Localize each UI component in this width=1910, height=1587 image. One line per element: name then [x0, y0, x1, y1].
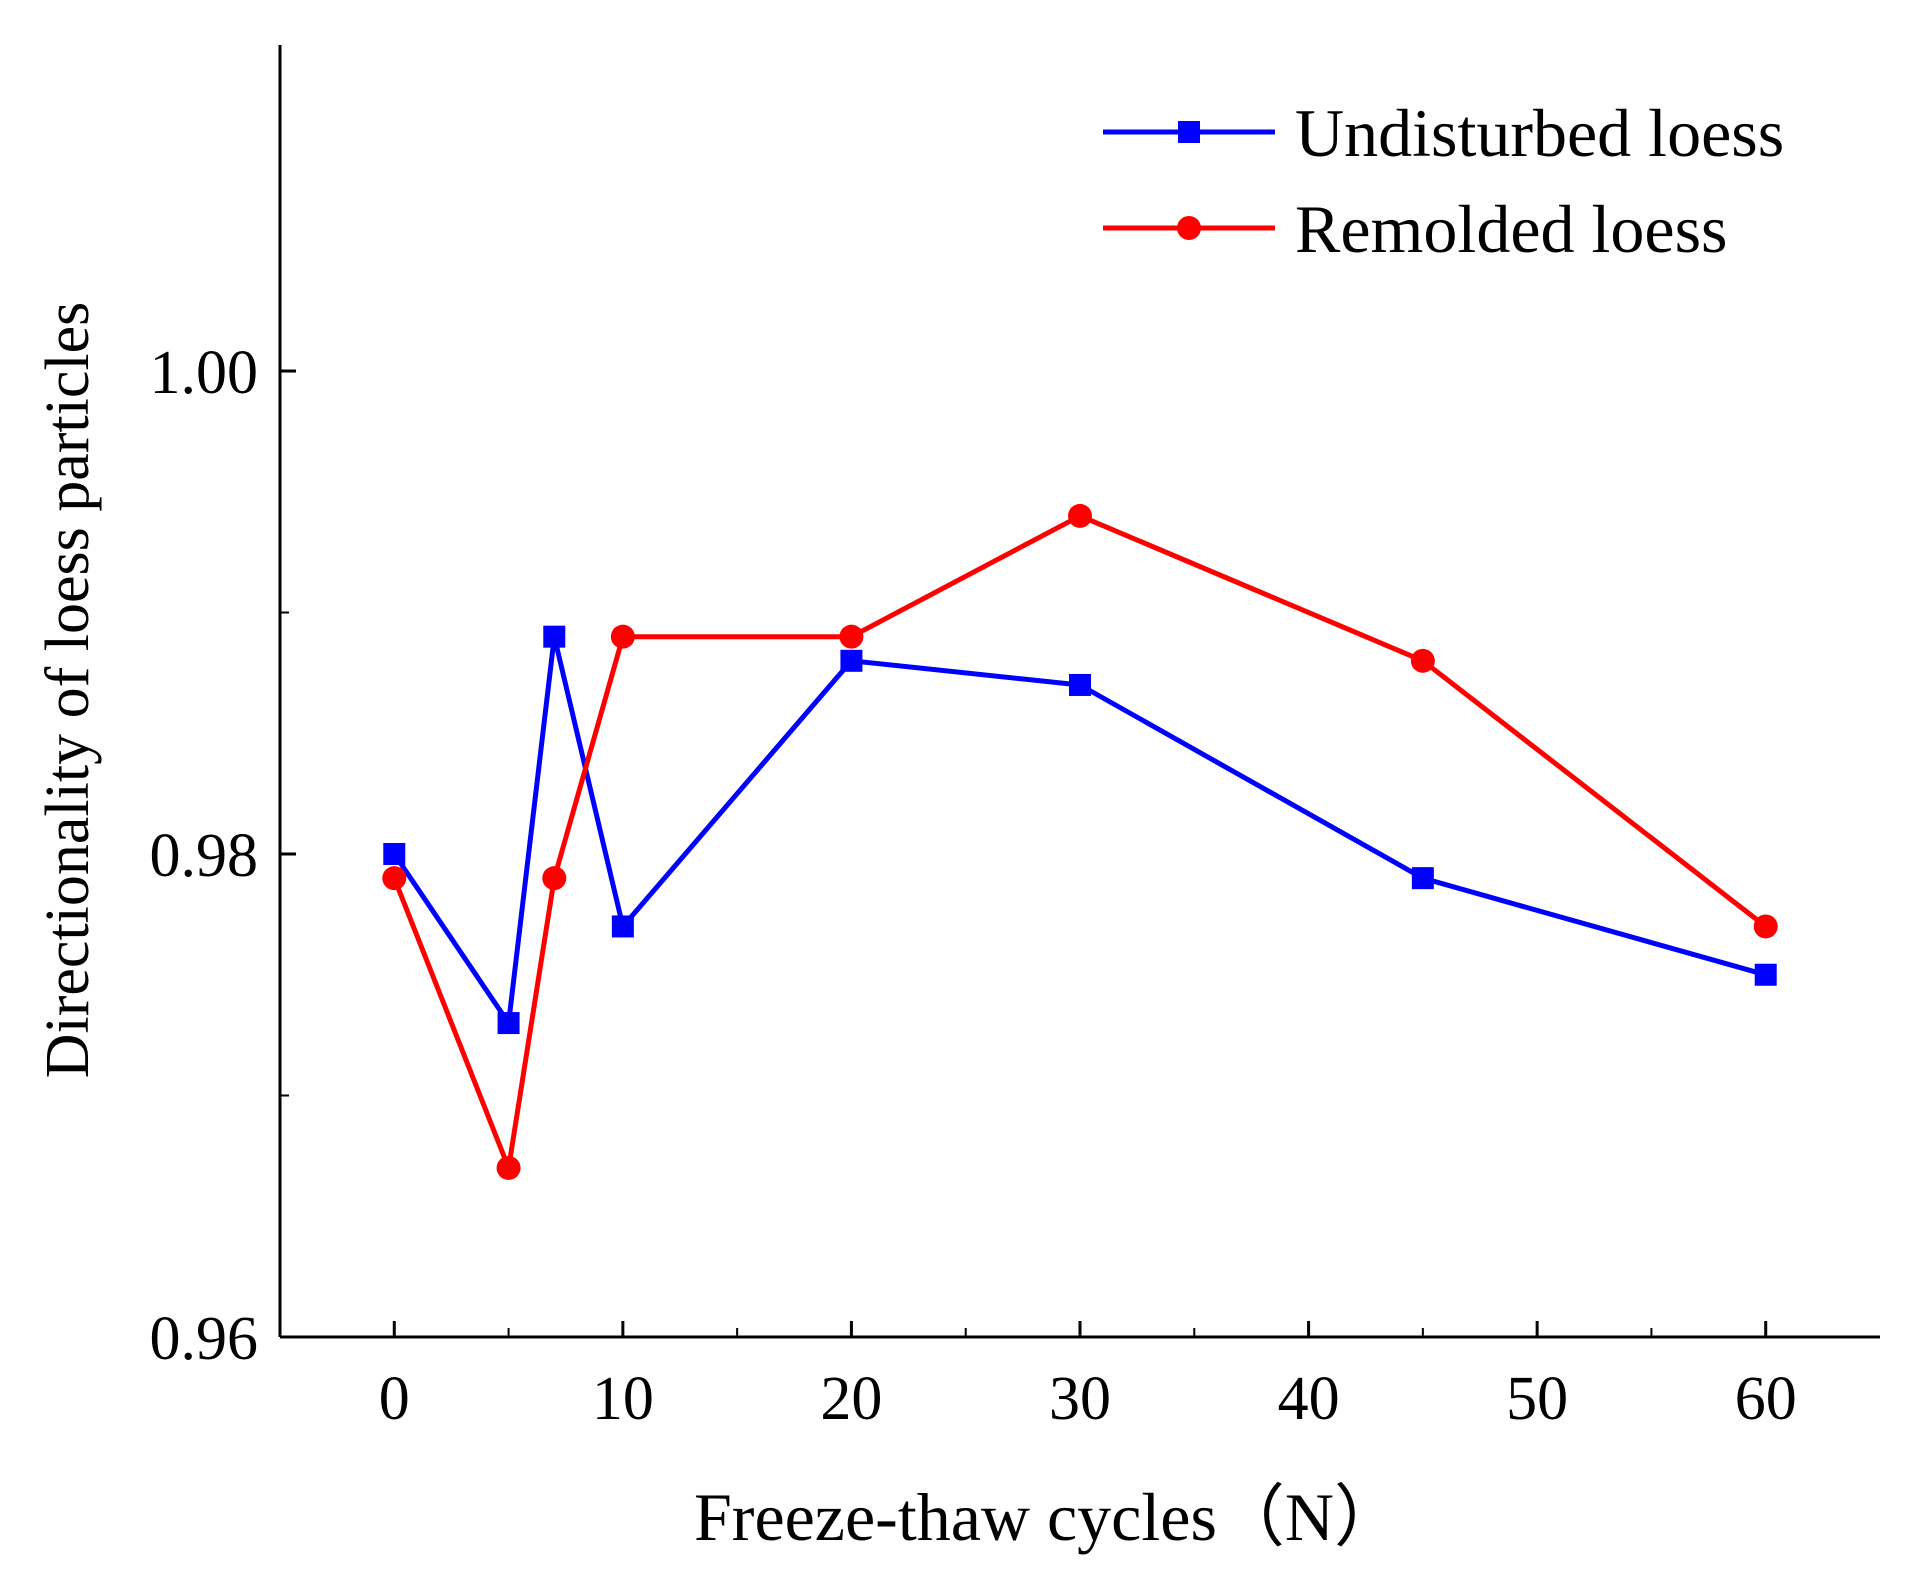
data-point [383, 843, 406, 866]
x-axis-title: Freeze-thaw cycles（N） [694, 1479, 1402, 1555]
data-point [1411, 867, 1434, 890]
series-layer [382, 503, 1778, 1180]
series-line [392, 634, 1767, 1026]
legend-item: Remolded loess [1103, 191, 1728, 267]
x-tick-label: 10 [592, 1365, 654, 1433]
x-tick-label: 20 [820, 1365, 882, 1433]
data-point [1753, 914, 1778, 939]
data-point [543, 625, 566, 648]
x-tick-label: 50 [1506, 1365, 1568, 1433]
x-tick-label: 60 [1735, 1365, 1797, 1433]
data-point [840, 649, 863, 672]
data-point [496, 1155, 521, 1180]
x-tick-label: 30 [1049, 1365, 1111, 1433]
y-tick-label: 1.00 [150, 339, 259, 407]
legend-label: Remolded loess [1295, 191, 1728, 267]
data-point [1754, 963, 1777, 986]
series-circle [382, 503, 1778, 1180]
legend-marker [1178, 121, 1200, 143]
data-point [839, 624, 864, 649]
y-tick-label: 0.96 [150, 1305, 259, 1373]
data-point [382, 866, 407, 891]
legend: Undisturbed loess Remolded loess [1103, 95, 1784, 267]
series-line [391, 513, 1768, 1171]
series-square [383, 625, 1777, 1035]
axes: 0 10 20 30 40 50 60 0.96 0.98 1.00 [150, 45, 1880, 1433]
legend-item: Undisturbed loess [1103, 95, 1784, 171]
data-point [1068, 503, 1092, 528]
legend-label: Undisturbed loess [1295, 95, 1784, 171]
data-point [497, 1012, 520, 1035]
data-point [542, 866, 567, 891]
legend-marker [1177, 216, 1201, 240]
x-tick-label: 0 [379, 1365, 410, 1433]
data-point [611, 915, 634, 938]
x-tick-label: 40 [1278, 1365, 1340, 1433]
y-axis-title: Directionality of loess particles [34, 302, 102, 1078]
data-point [1410, 648, 1435, 673]
data-point [610, 624, 635, 649]
y-tick-label: 0.98 [150, 822, 259, 890]
data-point [1069, 673, 1091, 696]
